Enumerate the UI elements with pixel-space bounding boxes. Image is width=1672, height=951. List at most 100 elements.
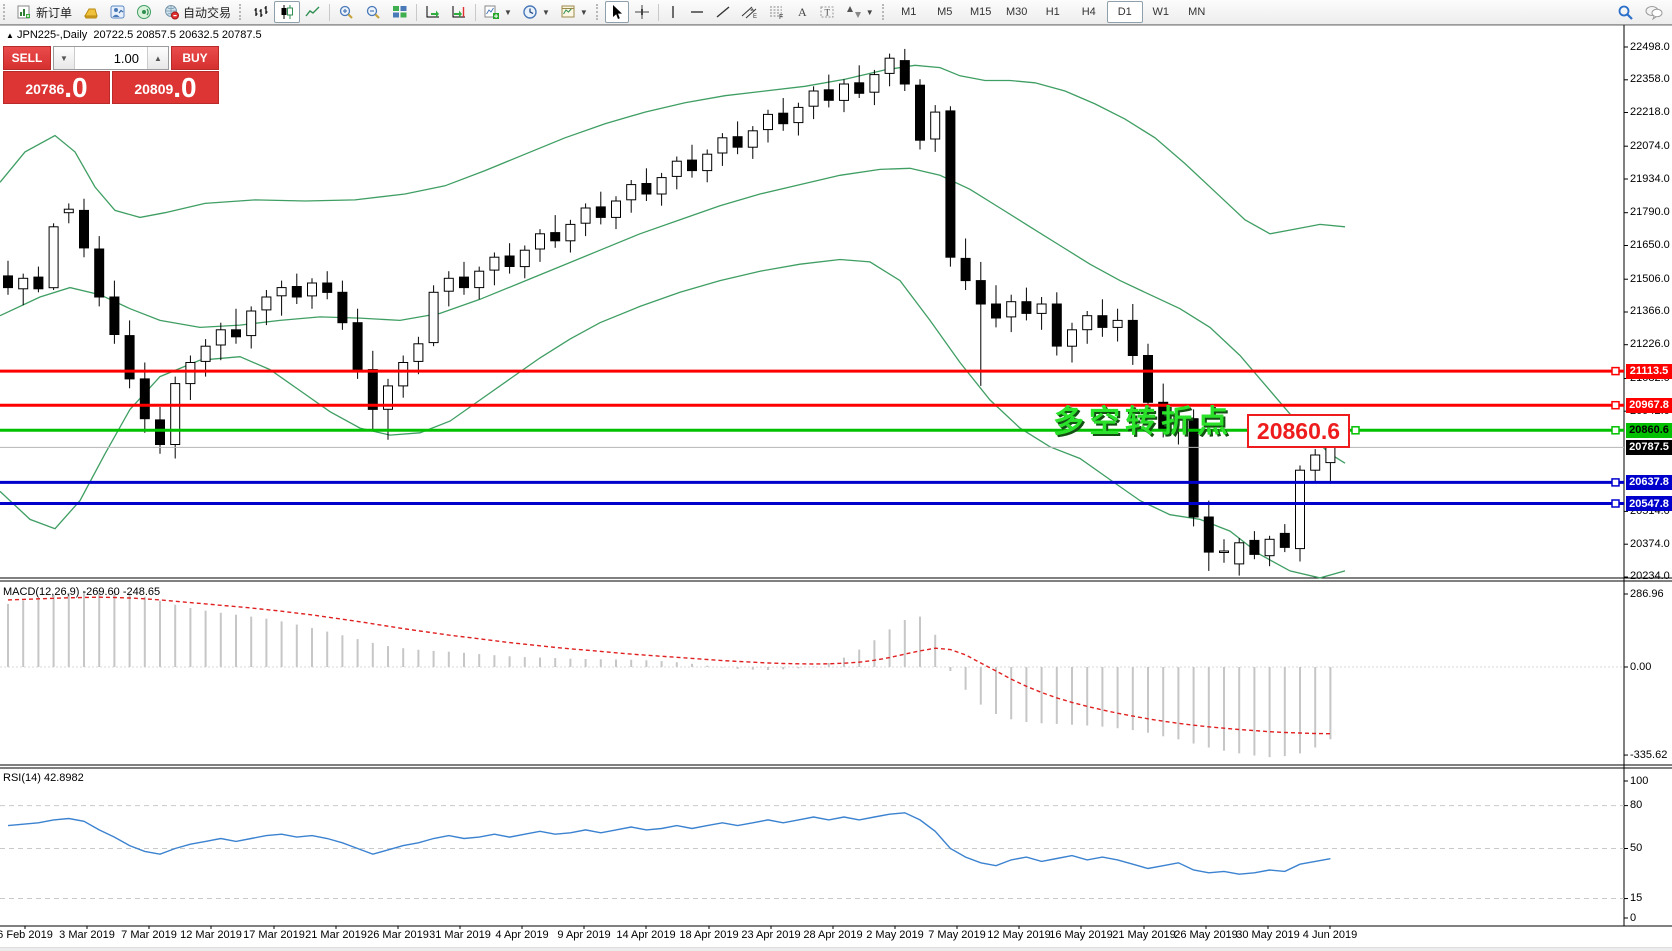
time-tick-label[interactable]: 21 Mar 2019: [305, 929, 367, 941]
profile-button[interactable]: [104, 1, 131, 23]
time-tick-label[interactable]: 21 May 2019: [1112, 929, 1176, 941]
indicators-button[interactable]: ▼: [479, 1, 517, 23]
candle-body: [687, 159, 697, 172]
price-tick-label: 20374.0: [1630, 537, 1670, 550]
timeframe-button-mn[interactable]: MN: [1188, 6, 1206, 18]
timeframe-button-h4[interactable]: H4: [1081, 6, 1096, 18]
candle-body: [550, 232, 561, 242]
chart-shift-button[interactable]: [446, 1, 472, 23]
time-tick-label[interactable]: 12 May 2019: [987, 929, 1051, 941]
line-chart-button[interactable]: [300, 1, 326, 23]
buy-button[interactable]: BUY: [171, 46, 219, 70]
auto-scroll-button[interactable]: [420, 1, 446, 23]
time-tick-label[interactable]: 17 Mar 2019: [243, 929, 305, 941]
buy-price[interactable]: 20809.0: [112, 71, 219, 104]
zoom-out-button[interactable]: [360, 1, 387, 23]
price-tick-label: 21506.0: [1630, 272, 1670, 285]
line-handle[interactable]: [1611, 400, 1620, 410]
time-tick-label[interactable]: 31 Mar 2019: [429, 929, 491, 941]
crosshair-button[interactable]: [629, 1, 655, 23]
timeframe-button-m1[interactable]: M1: [901, 6, 917, 18]
svg-text:T: T: [824, 8, 830, 18]
time-tick-label[interactable]: 7 Mar 2019: [121, 929, 177, 941]
timeframe-button-d1[interactable]: D1: [1106, 1, 1143, 23]
cursor-button[interactable]: [604, 1, 629, 23]
time-tick-label[interactable]: 4 Jun 2019: [1302, 929, 1358, 941]
volume-decrease-button[interactable]: ▼: [54, 47, 74, 69]
text-button[interactable]: A: [790, 1, 814, 23]
toolbar-grip[interactable]: [595, 4, 601, 20]
rsi-label: RSI(14) 42.8982: [3, 772, 84, 784]
timeframe-button-m5[interactable]: M5: [937, 6, 953, 18]
template-button[interactable]: ▼: [555, 1, 593, 23]
collapse-icon[interactable]: ▲: [6, 31, 14, 40]
timeframe-button-h1[interactable]: H1: [1045, 6, 1060, 18]
timeframe-button-m30[interactable]: M30: [1006, 6, 1028, 18]
time-tick-label[interactable]: 4 Apr 2019: [495, 929, 549, 941]
toolbar-grip[interactable]: [239, 4, 244, 20]
line-handle[interactable]: [1611, 366, 1620, 376]
annotation-price-box[interactable]: 20860.6: [1247, 414, 1350, 448]
svg-text:A: A: [798, 5, 807, 19]
channel-button[interactable]: E: [736, 1, 763, 23]
horizontal-line-button[interactable]: [684, 1, 710, 23]
time-tick-label[interactable]: 18 Apr 2019: [679, 929, 739, 941]
indicator-tick-label: 0: [1630, 911, 1637, 924]
time-tick-label[interactable]: 6 Feb 2019: [0, 929, 53, 941]
new-order-button[interactable]: 新订单: [12, 1, 77, 23]
line-handle[interactable]: [1611, 499, 1620, 508]
tile-windows-button[interactable]: [387, 1, 413, 23]
gold-button[interactable]: [77, 1, 104, 23]
auto-trading-button[interactable]: 自动交易: [158, 1, 236, 23]
fibonacci-button[interactable]: F: [763, 1, 790, 23]
vertical-line-button[interactable]: [662, 1, 684, 23]
timeframe-button-m15[interactable]: M15: [970, 6, 992, 18]
time-tick-label[interactable]: 23 Apr 2019: [741, 929, 801, 941]
timeframe-button-w1[interactable]: W1: [1152, 6, 1169, 18]
line-handle[interactable]: [1611, 426, 1620, 435]
label-icon: T: [820, 6, 834, 18]
sell-price[interactable]: 20786.0: [3, 71, 110, 104]
time-tick-label[interactable]: 14 Apr 2019: [616, 929, 676, 941]
line-handle[interactable]: [1611, 478, 1620, 487]
horizontal-line-icon: [690, 11, 703, 13]
price-line-badge: 21113.5: [1626, 363, 1672, 379]
sell-button[interactable]: SELL: [3, 46, 51, 70]
candle-body: [1021, 301, 1032, 314]
time-tick-label[interactable]: 2 May 2019: [866, 929, 924, 941]
candle-body: [474, 270, 485, 289]
arrows-button[interactable]: ▼: [841, 1, 879, 23]
buy-price-main: 20809: [134, 81, 174, 97]
search-icon[interactable]: [1617, 4, 1634, 21]
signal-button[interactable]: [131, 1, 158, 23]
candle-body: [352, 322, 363, 371]
label-button[interactable]: T: [814, 1, 841, 23]
bar-chart-button[interactable]: [248, 1, 274, 23]
volume-increase-button[interactable]: ▲: [148, 47, 168, 69]
time-tick-label[interactable]: 28 Apr 2019: [803, 929, 863, 941]
candle-body: [94, 248, 105, 298]
time-tick-label[interactable]: 30 May 2019: [1236, 929, 1300, 941]
chat-icon[interactable]: [1644, 4, 1664, 20]
trendline-button[interactable]: [710, 1, 736, 23]
text-icon: A: [798, 5, 807, 19]
price-line-badge: 20787.5: [1626, 439, 1672, 455]
annotation-text[interactable]: 多空转折点: [1053, 404, 1233, 439]
time-tick-label[interactable]: 26 Mar 2019: [367, 929, 429, 941]
toolbar-grip[interactable]: [3, 4, 8, 20]
time-tick-label[interactable]: 16 May 2019: [1049, 929, 1113, 941]
time-tick-label[interactable]: 7 May 2019: [928, 929, 986, 941]
time-tick-label[interactable]: 26 May 2019: [1174, 929, 1238, 941]
price-tick-label: 20234.0: [1630, 570, 1670, 583]
line-handle[interactable]: [1351, 426, 1360, 435]
chart-shift-icon: [452, 6, 466, 18]
trendline-icon: [716, 6, 730, 18]
zoom-in-button[interactable]: [333, 1, 360, 23]
volume-field[interactable]: 1.00: [74, 47, 148, 69]
time-tick-label[interactable]: 12 Mar 2019: [180, 929, 242, 941]
time-tick-label[interactable]: 3 Mar 2019: [59, 929, 115, 941]
candlestick-button[interactable]: [274, 1, 301, 23]
time-tick-label[interactable]: 9 Apr 2019: [557, 929, 611, 941]
toolbar-grip[interactable]: [881, 4, 887, 20]
periods-button[interactable]: ▼: [517, 1, 555, 23]
